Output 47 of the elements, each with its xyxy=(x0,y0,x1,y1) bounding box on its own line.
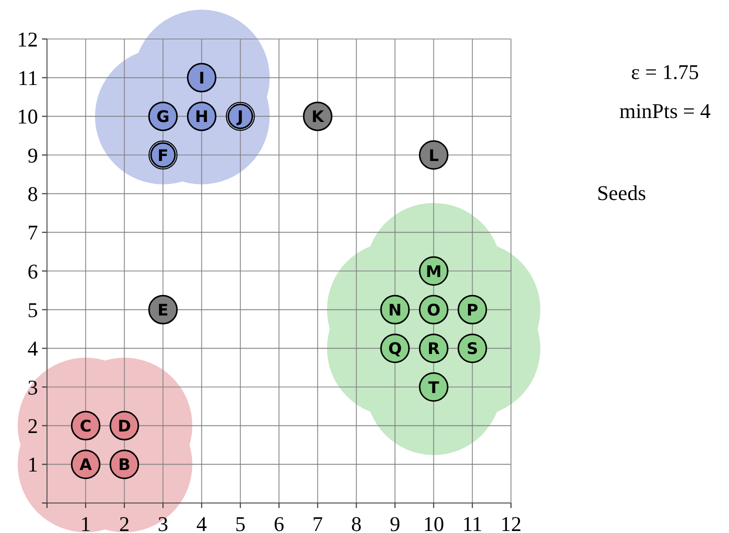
annotation: R xyxy=(428,339,440,358)
x-tick-label: 10 xyxy=(423,512,444,533)
y-tick-label: 8 xyxy=(28,182,38,206)
annotation: L xyxy=(428,146,439,165)
annotation: H xyxy=(194,107,208,126)
x-tick-label: 11 xyxy=(462,512,482,533)
y-tick-label: 7 xyxy=(28,220,38,245)
y-tick-label: 3 xyxy=(28,375,38,400)
y-tick-label: 10 xyxy=(17,104,38,129)
x-tick-label: 7 xyxy=(312,512,323,533)
x-tick-label: 3 xyxy=(158,512,168,533)
annotation: N xyxy=(388,300,402,320)
annotation: O xyxy=(426,300,440,320)
x-tick-label: 6 xyxy=(274,512,284,533)
x-tick-label: 4 xyxy=(196,512,208,533)
text: ε = 1.75 xyxy=(631,60,699,84)
y-tick-label: 12 xyxy=(17,27,38,52)
y-tick-label: 11 xyxy=(18,66,38,90)
x-tick-label: 1 xyxy=(80,512,91,533)
y-tick-label: 6 xyxy=(28,259,38,284)
x-tick-label: 12 xyxy=(500,512,522,533)
annotation: M xyxy=(426,262,442,281)
y-tick-label: 9 xyxy=(28,143,38,168)
annotation: B xyxy=(118,455,130,474)
annotation: D xyxy=(118,416,131,436)
annotation: P xyxy=(466,300,478,320)
x-tick-label: 2 xyxy=(119,512,130,533)
text: Seeds xyxy=(597,181,646,205)
x-tick-label: 8 xyxy=(351,512,362,533)
text: minPts = 4 xyxy=(619,99,712,123)
x-tick-label: 9 xyxy=(390,512,400,533)
y-tick-label: 5 xyxy=(28,298,38,322)
annotation: Q xyxy=(388,339,402,358)
annotation: G xyxy=(156,107,170,126)
annotation: F xyxy=(158,146,168,165)
x-tick-label: 5 xyxy=(235,512,246,533)
annotation: S xyxy=(466,339,478,358)
annotation: C xyxy=(80,416,92,436)
annotation: J xyxy=(236,107,244,126)
annotation: K xyxy=(311,107,324,126)
y-tick-label: 2 xyxy=(28,414,38,438)
annotation: A xyxy=(79,455,92,474)
annotation: T xyxy=(428,378,440,397)
y-tick-label: 4 xyxy=(28,336,38,361)
annotation: E xyxy=(158,300,168,320)
y-tick-label: 1 xyxy=(28,452,38,477)
annotation: I xyxy=(198,68,205,88)
